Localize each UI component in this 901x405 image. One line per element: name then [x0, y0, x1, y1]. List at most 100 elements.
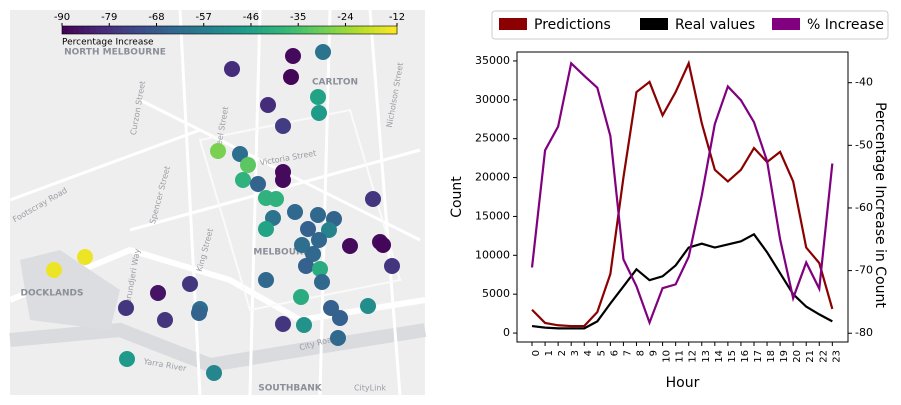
colorbar-segment	[95, 26, 102, 34]
colorbar-segment	[168, 26, 175, 34]
colorbar-segment	[335, 26, 342, 34]
map-point	[293, 289, 309, 305]
x-tick-label: 5	[596, 350, 607, 356]
map-point	[314, 274, 330, 290]
colorbar-tick-label: -35	[290, 12, 306, 23]
x-tick-label: 20	[792, 350, 803, 363]
map-point	[119, 351, 135, 367]
colorbar-segment	[257, 26, 264, 34]
x-tick-label: 7	[622, 350, 633, 356]
colorbar-segment	[263, 26, 270, 34]
colorbar-segment	[296, 26, 303, 34]
line-series	[531, 232, 833, 330]
x-tick-label: 1	[544, 350, 555, 356]
map-point	[360, 298, 376, 314]
map-point	[315, 44, 331, 60]
colorbar-segment	[302, 26, 309, 34]
x-tick-label: 6	[609, 350, 620, 356]
colorbar-tick-label: -12	[389, 12, 405, 23]
colorbar-segment	[318, 26, 325, 34]
colorbar-segment	[196, 26, 203, 34]
map-point	[384, 258, 400, 274]
colorbar-segment	[162, 26, 169, 34]
map-point	[305, 246, 321, 262]
colorbar-segment	[73, 26, 80, 34]
y-tick-label: 10000	[475, 248, 510, 261]
legend-swatch	[640, 18, 668, 30]
map-point	[312, 261, 328, 277]
colorbar-segment	[207, 26, 214, 34]
map-point	[285, 48, 301, 64]
y2-tick-label: -50	[855, 138, 873, 151]
map-point	[157, 312, 173, 328]
map-point	[210, 143, 226, 159]
colorbar-segment	[212, 26, 219, 34]
y2-axis-label: Percentage Increase in Count	[872, 102, 888, 308]
colorbar-segment	[67, 26, 74, 34]
colorbar-segment	[307, 26, 314, 34]
map-point	[224, 61, 240, 77]
map-point	[311, 232, 327, 248]
line-series	[530, 61, 834, 326]
map-point	[235, 172, 251, 188]
map-label: SOUTHBANK	[258, 384, 322, 394]
colorbar-segment	[112, 26, 119, 34]
map-point	[118, 300, 134, 316]
legend-label: Predictions	[534, 17, 611, 33]
legend-label: Real values	[675, 17, 755, 33]
y2-tick-label: -80	[855, 326, 873, 339]
map-label: NORTH MELBOURNE	[64, 48, 166, 58]
colorbar-segment	[184, 26, 191, 34]
x-tick-label: 23	[831, 350, 842, 363]
colorbar-tick-label: -57	[196, 12, 212, 23]
x-tick-label: 17	[753, 350, 764, 363]
colorbar-segment	[84, 26, 91, 34]
colorbar-tick-label: -46	[243, 12, 259, 23]
map-point	[294, 237, 310, 253]
colorbar-segment	[341, 26, 348, 34]
colorbar-segment	[235, 26, 242, 34]
colorbar-segment	[62, 26, 69, 34]
map-point	[298, 258, 314, 274]
map-point	[342, 238, 358, 254]
map-point	[191, 305, 207, 321]
map-point	[260, 97, 276, 113]
map-point	[287, 204, 303, 220]
colorbar-segment	[123, 26, 130, 34]
colorbar-segment	[285, 26, 292, 34]
map-point	[332, 310, 348, 326]
map-point	[310, 207, 326, 223]
map-point	[77, 249, 93, 265]
colorbar-segment	[385, 26, 392, 34]
x-tick-label: 16	[740, 350, 751, 363]
map-point	[311, 105, 327, 121]
x-tick-label: 11	[675, 350, 686, 363]
legend-label: % Increase	[807, 17, 884, 33]
x-tick-label: 9	[649, 350, 660, 356]
colorbar-segment	[268, 26, 275, 34]
colorbar-frame	[61, 25, 398, 35]
y-tick-label: 30000	[475, 93, 510, 106]
map-point	[310, 89, 326, 105]
y-axis-label: Count	[449, 176, 465, 218]
colorbar-segment	[330, 26, 337, 34]
x-tick-label: 8	[635, 350, 646, 356]
colorbar-segment	[106, 26, 113, 34]
map-point	[321, 222, 337, 238]
colorbar-segment	[173, 26, 180, 34]
colorbar-label: Percentage Increase	[62, 38, 154, 48]
colorbar-tick-label: -24	[337, 12, 353, 23]
x-tick-label: 4	[583, 350, 594, 356]
x-tick-label: 3	[570, 350, 581, 356]
y-tick-label: 25000	[475, 132, 510, 145]
map-label: DOCKLANDS	[21, 289, 84, 299]
map-point	[275, 316, 291, 332]
colorbar-segment	[134, 26, 141, 34]
colorbar-segment	[369, 26, 376, 34]
colorbar-segment	[140, 26, 147, 34]
map-point	[330, 330, 346, 346]
colorbar-segment	[101, 26, 108, 34]
colorbar-segment	[352, 26, 359, 34]
map-point	[206, 365, 222, 381]
